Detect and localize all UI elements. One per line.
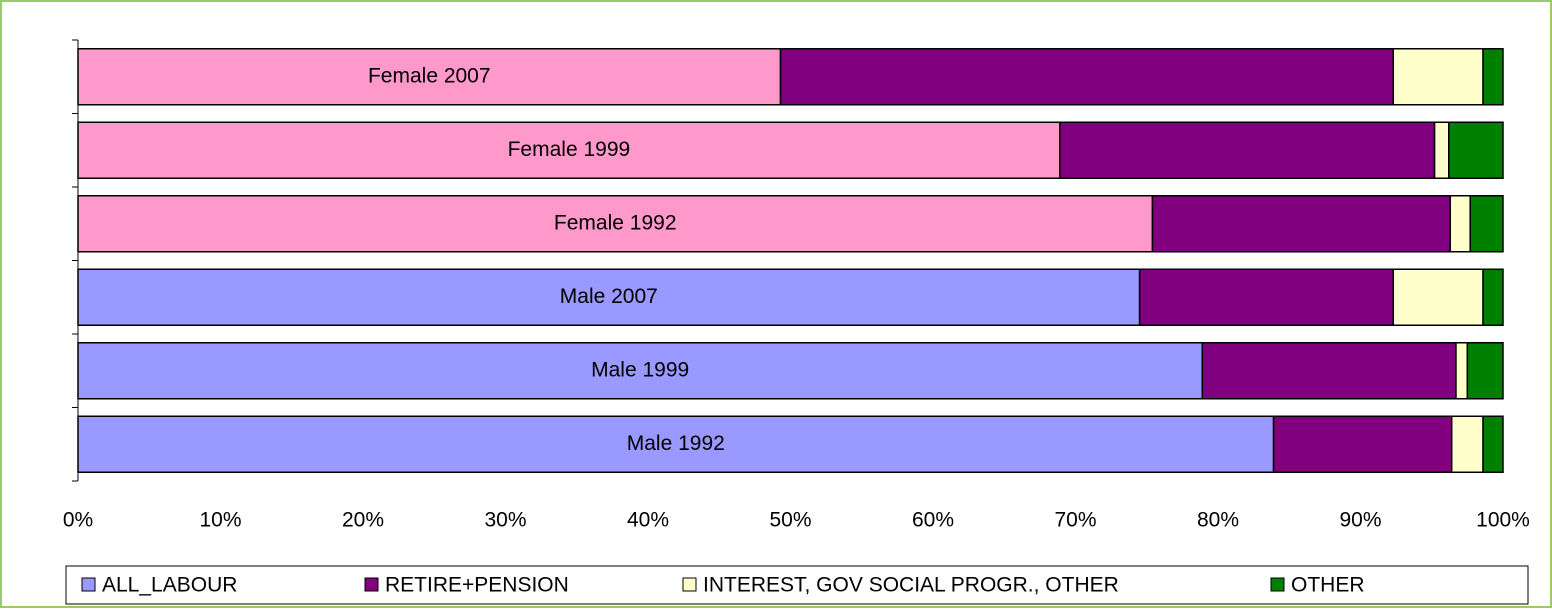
bar-segment (1151, 195, 1452, 253)
bar-segment (1201, 342, 1457, 400)
x-tick-label: 90% (1339, 509, 1381, 532)
category-label: Female 2007 (368, 64, 491, 87)
bar-segment (1448, 121, 1504, 179)
x-tick-label: 10% (199, 509, 241, 532)
bar-segment (1449, 195, 1471, 253)
category-label: Male 1999 (591, 358, 689, 381)
bar-segment (77, 342, 1204, 400)
bar-segment (1482, 415, 1504, 473)
bar-segment (1059, 121, 1436, 179)
bar-segment (77, 268, 1141, 326)
x-tick-label: 0% (63, 509, 93, 532)
bar-segment (779, 48, 1395, 106)
category-label: Female 1999 (508, 138, 631, 161)
bar-segment (1482, 48, 1504, 106)
bar-segment (1138, 268, 1395, 326)
x-tick-label: 80% (1197, 509, 1239, 532)
x-tick-label: 40% (627, 509, 669, 532)
bar-segment (1469, 195, 1504, 253)
x-tick-label: 20% (342, 509, 384, 532)
bar-segment (1392, 48, 1484, 106)
legend-label: ALL_LABOUR (102, 574, 237, 597)
x-tick-label: 60% (912, 509, 954, 532)
bar-segment (1433, 121, 1450, 179)
bar-segment (77, 415, 1275, 473)
bar-segment (1466, 342, 1504, 400)
category-label: Female 1992 (554, 211, 677, 234)
legend-swatch (81, 577, 96, 592)
legend-label: RETIRE+PENSION (385, 574, 569, 597)
legend-label: OTHER (1291, 574, 1365, 597)
x-tick-label: 70% (1054, 509, 1096, 532)
bar-segment (1272, 415, 1453, 473)
x-tick-label: 100% (1476, 509, 1530, 532)
x-tick-label: 50% (769, 509, 811, 532)
category-label: Male 2007 (560, 285, 658, 308)
legend-swatch (364, 577, 379, 592)
x-tick-label: 30% (484, 509, 526, 532)
bar-segment (1455, 342, 1469, 400)
bar-segment (1450, 415, 1484, 473)
legend-swatch (682, 577, 697, 592)
category-label: Male 1992 (627, 432, 725, 455)
bar-segment (1482, 268, 1504, 326)
legend-label: INTEREST, GOV SOCIAL PROGR., OTHER (703, 574, 1119, 597)
legend-swatch (1270, 577, 1285, 592)
bar-segment (1392, 268, 1484, 326)
